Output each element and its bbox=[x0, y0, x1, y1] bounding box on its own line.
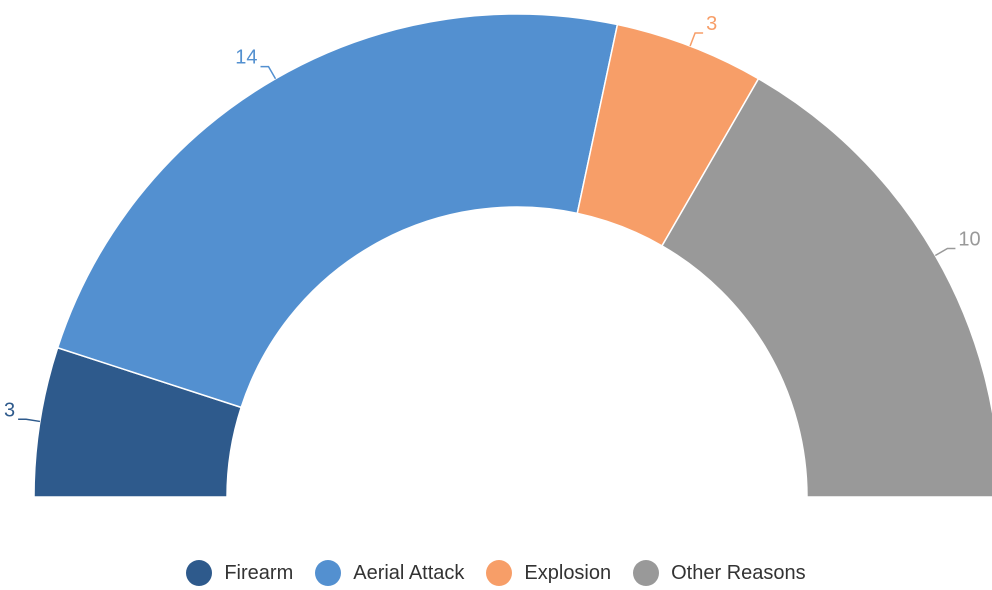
legend-swatch-icon bbox=[315, 560, 342, 586]
legend-label: Explosion bbox=[524, 561, 612, 584]
slice-other-reasons bbox=[660, 77, 992, 498]
data-label-firearm: 3 bbox=[4, 399, 15, 421]
legend-item-aerial-attack[interactable]: Aerial Attack bbox=[315, 560, 464, 586]
legend-label: Other Reasons bbox=[671, 561, 806, 584]
semi-donut-chart: 3 14 3 10 bbox=[4, 13, 992, 498]
data-label-other-reasons: 10 bbox=[958, 229, 980, 251]
legend-item-explosion[interactable]: Explosion bbox=[486, 560, 611, 586]
leader-line-aerial-attack bbox=[260, 65, 277, 80]
leader-line-explosion bbox=[689, 32, 704, 47]
legend-item-firearm[interactable]: Firearm bbox=[186, 560, 293, 586]
legend-label: Firearm bbox=[224, 561, 294, 584]
chart-legend: Firearm Aerial Attack Explosion Other Reaso… bbox=[0, 556, 992, 590]
legend-swatch-icon bbox=[486, 560, 513, 586]
data-label-explosion: 3 bbox=[706, 13, 717, 35]
legend-item-other-reasons[interactable]: Other Reasons bbox=[633, 560, 806, 586]
leader-line-other-reasons bbox=[934, 247, 956, 257]
slice-aerial-attack bbox=[56, 13, 619, 409]
data-label-aerial-attack: 14 bbox=[235, 47, 257, 69]
legend-label: Aerial Attack bbox=[353, 561, 465, 584]
legend-swatch-icon bbox=[186, 560, 213, 586]
legend-swatch-icon bbox=[633, 560, 660, 586]
leader-line-firearm bbox=[18, 418, 41, 423]
